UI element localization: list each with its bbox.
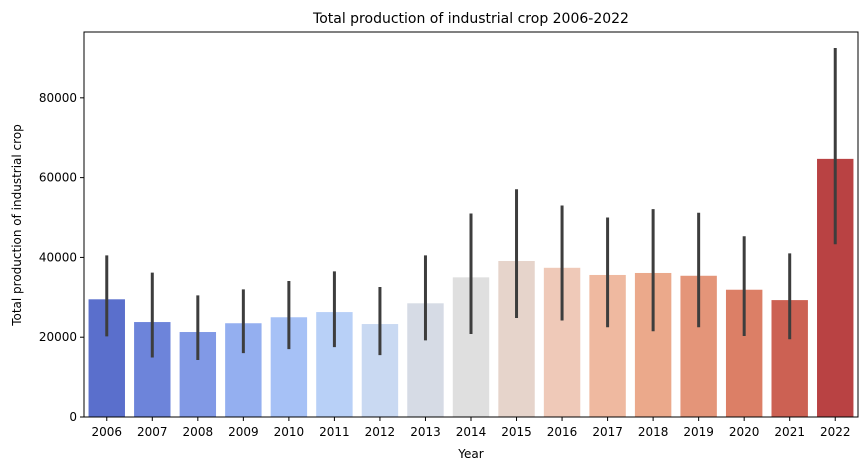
x-tick-label-2021: 2021 xyxy=(774,425,805,439)
error-bars-group xyxy=(105,47,837,360)
bars-group xyxy=(88,158,854,417)
x-tick-label-2017: 2017 xyxy=(592,425,623,439)
x-tick-label-2008: 2008 xyxy=(183,425,214,439)
y-tick-label-60000: 60000 xyxy=(39,171,77,185)
x-tick-label-2007: 2007 xyxy=(137,425,168,439)
x-tick-label-2011: 2011 xyxy=(319,425,350,439)
x-tick-label-2019: 2019 xyxy=(683,425,714,439)
y-tick-label-20000: 20000 xyxy=(39,330,77,344)
x-axis-label: Year xyxy=(457,447,483,461)
y-axis-label: Total production of industrial crop xyxy=(10,124,24,327)
x-axis: 2006 2007 2008 2009 2010 2011 2012 2013 2014 2015… xyxy=(91,417,851,439)
x-tick-label-2013: 2013 xyxy=(410,425,441,439)
y-tick-label-80000: 80000 xyxy=(39,91,77,105)
x-tick-label-2022: 2022 xyxy=(820,425,851,439)
x-tick-label-2014: 2014 xyxy=(456,425,487,439)
x-tick-label-2016: 2016 xyxy=(547,425,578,439)
x-tick-label-2009: 2009 xyxy=(228,425,259,439)
y-tick-label-0: 0 xyxy=(69,410,77,424)
x-tick-label-2006: 2006 xyxy=(91,425,122,439)
x-tick-label-2012: 2012 xyxy=(365,425,396,439)
x-tick-label-2010: 2010 xyxy=(274,425,305,439)
chart-title: Total production of industrial crop 2006… xyxy=(312,11,629,27)
x-tick-label-2018: 2018 xyxy=(638,425,669,439)
x-tick-label-2015: 2015 xyxy=(501,425,532,439)
y-tick-label-40000: 40000 xyxy=(39,250,77,264)
y-axis: 0 20000 40000 60000 80000 xyxy=(39,91,84,424)
x-tick-label-2020: 2020 xyxy=(729,425,760,439)
plot-frame xyxy=(83,31,859,418)
